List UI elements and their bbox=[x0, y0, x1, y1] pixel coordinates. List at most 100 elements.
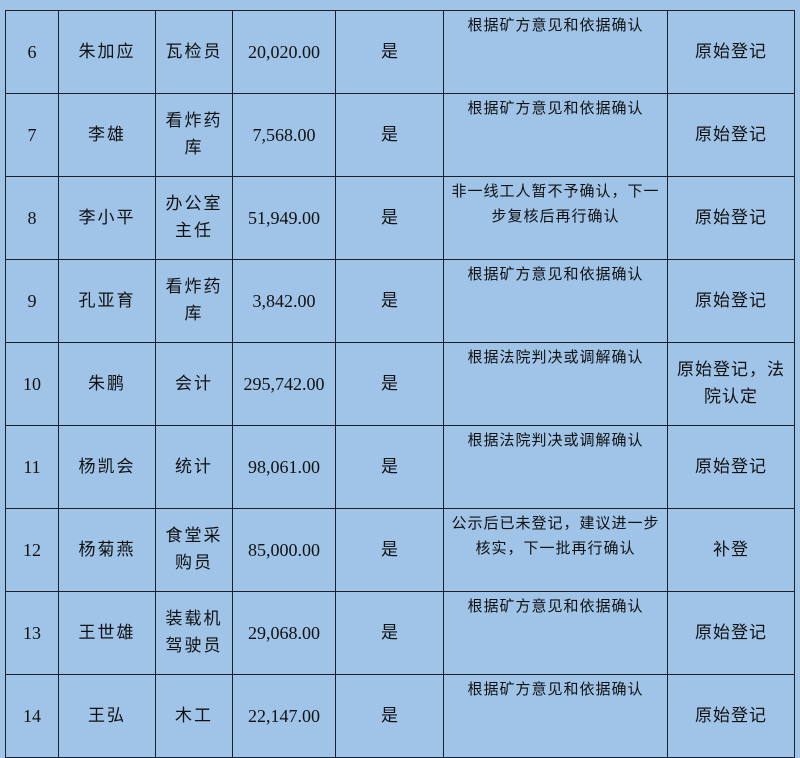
row-number: 12 bbox=[5, 508, 59, 592]
status-cell-text: 原始登记 bbox=[695, 456, 767, 477]
remark-cell-text: 公示后已未登记，建议进一步核实，下一批再行确认 bbox=[451, 514, 660, 557]
confirmed-cell: 是 bbox=[335, 342, 444, 426]
job-cell: 办公室主任 bbox=[155, 176, 233, 260]
confirmed-cell-text: 是 bbox=[381, 705, 398, 726]
confirmed-cell-text: 是 bbox=[381, 290, 398, 311]
remark-cell: 公示后已未登记，建议进一步核实，下一批再行确认 bbox=[443, 508, 668, 592]
amount-cell: 20,020.00 bbox=[232, 10, 336, 94]
status-cell: 原始登记 bbox=[667, 674, 795, 758]
row-number: 13 bbox=[5, 591, 59, 675]
job-cell-text: 会计 bbox=[175, 373, 213, 394]
remark-cell-text: 非一线工人暂不予确认，下一步复核后再行确认 bbox=[451, 182, 660, 225]
amount-cell-text: 3,842.00 bbox=[252, 290, 316, 311]
name-cell: 李小平 bbox=[58, 176, 156, 260]
claims-table: 6 朱加应 瓦检员 20,020.00 是根据矿方意见和依据确认 原始登记 7 李雄 看炸药库 7… bbox=[5, 10, 795, 758]
row-number: 10 bbox=[5, 342, 59, 426]
status-cell-text: 补登 bbox=[713, 539, 749, 560]
amount-cell-text: 51,949.00 bbox=[248, 207, 320, 228]
job-cell-text: 瓦检员 bbox=[165, 41, 223, 62]
job-cell-text: 办公室主任 bbox=[165, 194, 223, 241]
confirmed-cell: 是 bbox=[335, 10, 444, 94]
status-cell: 原始登记 bbox=[667, 176, 795, 260]
job-cell-text: 木工 bbox=[175, 705, 213, 726]
row-number-text: 6 bbox=[27, 41, 37, 62]
name-cell-text: 杨凯会 bbox=[78, 456, 136, 477]
name-cell: 孔亚育 bbox=[58, 259, 156, 343]
status-cell: 原始登记 bbox=[667, 10, 795, 94]
remark-cell: 根据法院判决或调解确认 bbox=[443, 425, 668, 509]
job-cell: 看炸药库 bbox=[155, 93, 233, 177]
job-cell: 统计 bbox=[155, 425, 233, 509]
row-number-text: 11 bbox=[23, 456, 41, 477]
amount-cell-text: 7,568.00 bbox=[252, 124, 316, 145]
remark-cell: 根据法院判决或调解确认 bbox=[443, 342, 668, 426]
remark-cell-text: 根据矿方意见和依据确认 bbox=[467, 597, 644, 615]
remark-cell-text: 根据法院判决或调解确认 bbox=[467, 348, 644, 366]
table-row: 6 朱加应 瓦检员 20,020.00 是 根据矿方意见和依据确认原始登记 bbox=[5, 10, 795, 94]
remark-cell: 根据矿方意见和依据确认 bbox=[443, 591, 668, 675]
table-row: 7 李雄 看炸药库 7,568.00 是 根据矿方意见和依据确认 原始登记 bbox=[5, 93, 795, 177]
name-cell: 王弘 bbox=[58, 674, 156, 758]
name-cell: 王世雄 bbox=[58, 591, 156, 675]
job-cell: 会计 bbox=[155, 342, 233, 426]
table-row: 10 朱鹏 会计 295,742.00 是 根据法院判决或调解确认 原始登记，法院认定 bbox=[5, 342, 795, 426]
table-row: 9 孔亚育 看炸药库 3,842.00 是 根据矿方意见和依据确认 原始登记 bbox=[5, 259, 795, 343]
row-number: 9 bbox=[5, 259, 59, 343]
confirmed-cell: 是 bbox=[335, 259, 444, 343]
amount-cell: 29,068.00 bbox=[232, 591, 336, 675]
job-cell-text: 装载机驾驶员 bbox=[165, 609, 223, 656]
amount-cell: 98,061.00 bbox=[232, 425, 336, 509]
confirmed-cell-text: 是 bbox=[381, 124, 398, 145]
status-cell-text: 原始登记 bbox=[695, 705, 767, 726]
name-cell: 杨凯会 bbox=[58, 425, 156, 509]
name-cell: 杨菊燕 bbox=[58, 508, 156, 592]
name-cell: 李雄 bbox=[58, 93, 156, 177]
remark-cell: 根据矿方意见和依据确认 bbox=[443, 674, 668, 758]
remark-cell: 根据矿方意见和依据确认 bbox=[443, 10, 668, 94]
status-cell: 补登 bbox=[667, 508, 795, 592]
status-cell: 原始登记 bbox=[667, 591, 795, 675]
confirmed-cell-text: 是 bbox=[381, 456, 398, 477]
job-cell: 装载机驾驶员 bbox=[155, 591, 233, 675]
row-number: 7 bbox=[5, 93, 59, 177]
job-cell-text: 统计 bbox=[175, 456, 213, 477]
remark-cell: 根据矿方意见和依据确认 bbox=[443, 259, 668, 343]
table-row: 8 李小平 办公室主任 51,949.00 是 非一线工人暂不予确认，下一步复核后再行确认… bbox=[5, 176, 795, 260]
status-cell-text: 原始登记 bbox=[695, 290, 767, 311]
row-number-text: 10 bbox=[23, 373, 41, 394]
amount-cell-text: 295,742.00 bbox=[243, 373, 325, 394]
row-number: 11 bbox=[5, 425, 59, 509]
row-number-text: 12 bbox=[23, 539, 41, 560]
name-cell: 朱鹏 bbox=[58, 342, 156, 426]
amount-cell-text: 20,020.00 bbox=[248, 41, 320, 62]
remark-cell: 非一线工人暂不予确认，下一步复核后再行确认 bbox=[443, 176, 668, 260]
status-cell: 原始登记，法院认定 bbox=[667, 342, 795, 426]
status-cell: 原始登记 bbox=[667, 425, 795, 509]
name-cell-text: 王弘 bbox=[88, 705, 126, 726]
status-cell-text: 原始登记 bbox=[695, 41, 767, 62]
name-cell-text: 李雄 bbox=[88, 124, 126, 145]
name-cell-text: 王世雄 bbox=[78, 622, 136, 643]
row-number-text: 13 bbox=[23, 622, 41, 643]
amount-cell: 7,568.00 bbox=[232, 93, 336, 177]
row-number: 14 bbox=[5, 674, 59, 758]
confirmed-cell-text: 是 bbox=[381, 373, 398, 394]
status-cell-text: 原始登记 bbox=[695, 207, 767, 228]
amount-cell: 51,949.00 bbox=[232, 176, 336, 260]
name-cell-text: 朱鹏 bbox=[88, 373, 126, 394]
remark-cell-text: 根据矿方意见和依据确认 bbox=[467, 99, 644, 117]
table-row: 14 王弘 木工 22,147.00 是 根据矿方意见和依据确认 原始登记 bbox=[5, 674, 795, 758]
confirmed-cell-text: 是 bbox=[381, 207, 398, 228]
confirmed-cell-text: 是 bbox=[381, 622, 398, 643]
remark-cell-text: 根据法院判决或调解确认 bbox=[467, 431, 644, 449]
amount-cell-text: 98,061.00 bbox=[248, 456, 320, 477]
status-cell: 原始登记 bbox=[667, 93, 795, 177]
remark-cell: 根据矿方意见和依据确认 bbox=[443, 93, 668, 177]
amount-cell: 295,742.00 bbox=[232, 342, 336, 426]
row-number-text: 9 bbox=[27, 290, 37, 311]
job-cell-text: 看炸药库 bbox=[165, 277, 223, 324]
job-cell-text: 看炸药库 bbox=[165, 111, 223, 158]
name-cell: 朱加应 bbox=[58, 10, 156, 94]
remark-cell-text: 根据矿方意见和依据确认 bbox=[467, 16, 644, 34]
table-row: 11 杨凯会 统计 98,061.00 是 根据法院判决或调解确认原始登记 bbox=[5, 425, 795, 509]
